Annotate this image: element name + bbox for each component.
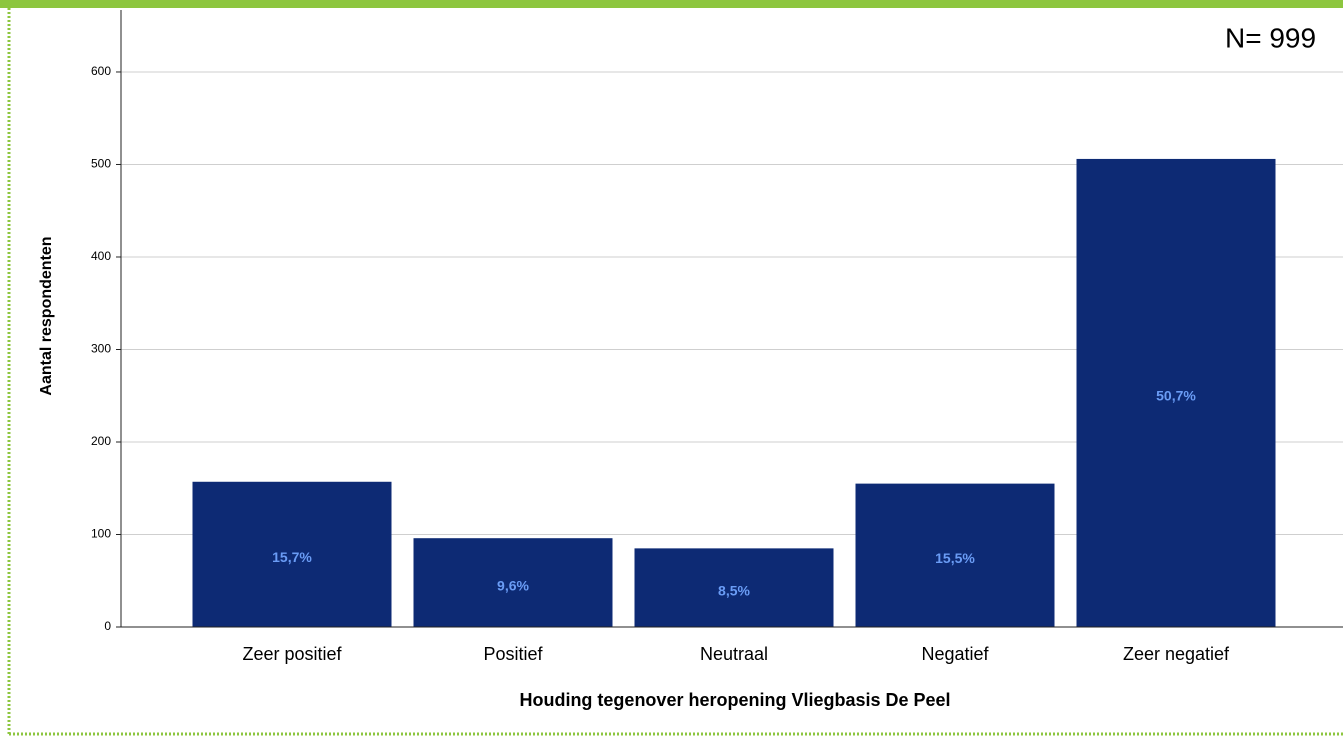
marks (192, 158, 1276, 627)
y-tick-label: 400 (91, 249, 111, 263)
bar (634, 548, 834, 627)
top-border (0, 0, 1343, 8)
data-label: 9,6% (497, 577, 529, 593)
x-tick-label: Negatief (921, 644, 989, 664)
y-tick-label: 200 (91, 434, 111, 448)
y-tick-label: 100 (91, 527, 111, 541)
data-label: 8,5% (718, 582, 750, 598)
data-label: 50,7% (1156, 388, 1196, 404)
y-axis-title: Aantal respondenten (38, 236, 55, 395)
y-tick-label: 300 (91, 342, 111, 356)
annotation: N= 999 (1225, 22, 1316, 53)
bar (192, 481, 392, 627)
x-tick-label: Zeer negatief (1123, 644, 1230, 664)
bar (855, 483, 1055, 627)
y-tick-label: 0 (104, 619, 111, 633)
data-label: 15,7% (272, 549, 312, 565)
x-tick-label: Positief (483, 644, 543, 664)
x-tick-label: Zeer positief (242, 644, 342, 664)
x-tick-label: Neutraal (700, 644, 768, 664)
data-label: 15,5% (935, 550, 975, 566)
bar (1076, 158, 1276, 627)
y-tick-label: 600 (91, 64, 111, 78)
y-tick-label: 500 (91, 157, 111, 171)
x-axis-title: Houding tegenover heropening Vliegbasis … (519, 690, 950, 710)
bar (413, 538, 613, 627)
